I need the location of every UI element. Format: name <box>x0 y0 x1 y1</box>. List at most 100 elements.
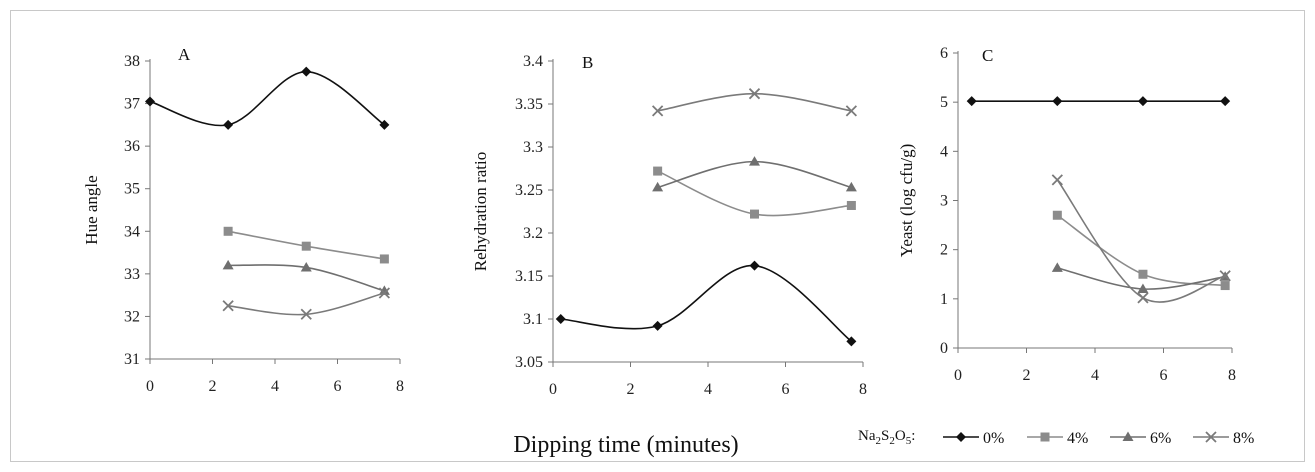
y-tick-label: 3.15 <box>515 268 543 285</box>
data-point <box>652 181 664 192</box>
x-tick-label: 2 <box>627 381 635 398</box>
panel-letter: A <box>178 45 191 64</box>
x-tick-label: 4 <box>1091 367 1099 384</box>
data-point <box>651 105 664 117</box>
legend-item-8pct: 8% <box>1193 430 1254 447</box>
legend-label: 4% <box>1067 430 1088 447</box>
data-point <box>378 285 390 295</box>
legend-marker <box>1205 431 1217 443</box>
data-point <box>145 96 155 107</box>
x-tick-label: 4 <box>704 381 712 398</box>
legend-marker <box>956 432 966 442</box>
series-0pct <box>555 260 857 347</box>
series-line <box>657 92 852 112</box>
y-tick-label: 3.1 <box>523 311 543 328</box>
series-8pct <box>222 287 391 320</box>
data-point <box>378 287 391 299</box>
data-point <box>1051 174 1063 186</box>
data-point <box>1220 281 1230 291</box>
data-point <box>1137 292 1149 304</box>
x-tick-label: 2 <box>1023 367 1031 384</box>
y-tick-label: 38 <box>124 53 140 70</box>
data-point <box>223 226 233 236</box>
y-tick-label: 32 <box>124 308 140 325</box>
x-tick-label: 8 <box>859 381 867 398</box>
y-axis-label: Rehydration ratio <box>471 152 490 271</box>
x-tick-label: 8 <box>396 378 404 395</box>
data-point <box>845 105 858 117</box>
y-tick-label: 36 <box>124 138 140 155</box>
data-point <box>300 261 312 272</box>
y-tick-label: 3 <box>940 193 948 210</box>
y-tick-label: 6 <box>940 45 948 62</box>
data-point <box>301 241 311 251</box>
legend-title: Na2S2O5: <box>858 428 915 447</box>
data-point <box>300 308 312 320</box>
data-point <box>223 119 234 130</box>
data-point <box>1138 269 1148 279</box>
data-point <box>652 320 663 331</box>
legend-marker <box>1122 431 1134 441</box>
data-point <box>845 181 857 192</box>
legend-marker <box>1040 432 1050 442</box>
data-point <box>749 156 760 166</box>
x-tick-label: 0 <box>146 378 154 395</box>
panel-B: 3.05 3.1 3.15 3.2 3.25 3.3 3.35 3.4 0 2 4 6 8 Rehydra… <box>471 53 867 398</box>
legend-item-4pct: 4% <box>1027 430 1088 447</box>
legend-label: 6% <box>1150 430 1171 447</box>
data-point <box>749 260 760 271</box>
panel-letter: B <box>582 53 593 72</box>
series-6pct <box>652 156 857 192</box>
y-tick-label: 3.35 <box>515 96 543 113</box>
data-point <box>1137 283 1149 293</box>
data-point <box>1220 96 1231 107</box>
series-line <box>560 264 852 342</box>
series-6pct <box>222 259 390 295</box>
legend-item-0pct: 0% <box>943 430 1004 447</box>
y-tick-label: 1 <box>940 291 948 308</box>
y-tick-label: 0 <box>940 340 948 357</box>
data-point <box>1137 96 1148 107</box>
series-line <box>149 70 385 127</box>
y-tick-label: 5 <box>940 94 948 111</box>
data-point <box>379 254 389 264</box>
data-point <box>301 66 312 77</box>
series-4pct <box>223 226 389 264</box>
data-point <box>222 259 234 270</box>
series-8pct <box>651 88 858 117</box>
y-tick-label: 34 <box>124 223 140 240</box>
data-point <box>846 200 856 210</box>
data-point <box>966 96 977 107</box>
series-0pct <box>145 66 390 130</box>
y-tick-label: 2 <box>940 242 948 259</box>
x-tick-label: 6 <box>334 378 342 395</box>
series-4pct <box>653 166 856 219</box>
y-tick-label: 4 <box>940 143 948 160</box>
series-line <box>228 292 385 316</box>
y-tick-label: 3.3 <box>523 139 543 156</box>
data-point <box>750 209 759 219</box>
y-axis-label: Yeast (log cfu/g) <box>897 144 916 257</box>
data-point <box>1052 210 1062 220</box>
y-tick-label: 37 <box>124 96 140 113</box>
data-point <box>555 314 566 324</box>
x-tick-label: 0 <box>549 381 557 398</box>
data-point <box>846 336 857 347</box>
y-tick-label: 3.2 <box>523 225 543 242</box>
data-point <box>748 88 761 100</box>
series-0pct <box>966 96 1231 107</box>
y-tick-label: 31 <box>124 351 140 368</box>
legend-item-6pct: 6% <box>1110 430 1171 447</box>
x-tick-label: 8 <box>1228 367 1236 384</box>
data-point <box>653 166 663 176</box>
data-point <box>379 119 390 130</box>
data-point <box>222 300 234 312</box>
legend: Na2S2O5: 0% 4% 6% 8% <box>858 428 1254 447</box>
x-tick-label: 6 <box>782 381 790 398</box>
shared-x-axis-label: Dipping time (minutes) <box>513 432 738 458</box>
series-4pct <box>1052 210 1230 291</box>
x-tick-label: 2 <box>209 378 217 395</box>
legend-label: 8% <box>1233 430 1254 447</box>
y-tick-label: 35 <box>124 181 140 198</box>
